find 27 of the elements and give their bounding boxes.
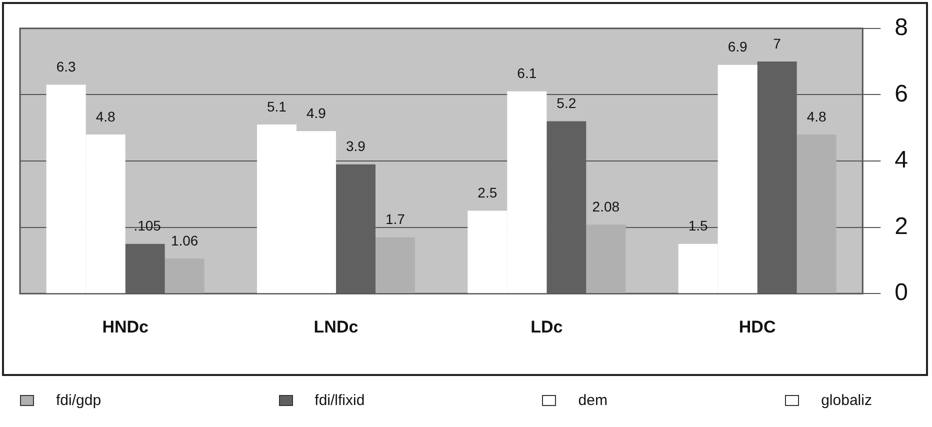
data-label: 1.7 bbox=[386, 211, 406, 228]
data-label: 2.08 bbox=[592, 198, 620, 215]
data-label: 1.06 bbox=[170, 232, 198, 248]
y-tick-label: 4 bbox=[894, 146, 908, 174]
data-label: 6.3 bbox=[56, 58, 76, 75]
x-tick-label: HNDc bbox=[102, 317, 148, 336]
legend-label: dem bbox=[578, 392, 608, 409]
data-label: 4.8 bbox=[806, 108, 827, 124]
y-tick-label: 2 bbox=[894, 212, 908, 240]
data-label: 5.2 bbox=[556, 95, 576, 112]
data-label: 4.8 bbox=[96, 108, 116, 124]
data-label: 5.1 bbox=[267, 98, 287, 114]
legend-label: globaliz bbox=[821, 392, 872, 409]
legend-label: fdi/gdp bbox=[56, 392, 102, 409]
data-label: 4.9 bbox=[306, 105, 326, 122]
y-tick-label: 8 bbox=[894, 14, 908, 42]
data-label: 3.9 bbox=[346, 138, 366, 154]
x-tick-label: LNDc bbox=[314, 317, 358, 336]
y-tick-label: 0 bbox=[894, 279, 908, 306]
data-label: 7 bbox=[773, 35, 782, 52]
x-tick-label: LDc bbox=[530, 317, 563, 336]
x-tick-label: HDC bbox=[738, 317, 776, 336]
legend-label: fdi/lfixid bbox=[314, 392, 365, 409]
data-label: 2.5 bbox=[478, 184, 498, 201]
data-label: 6.9 bbox=[728, 38, 748, 55]
y-tick-label: 6 bbox=[894, 80, 908, 108]
data-label: 6.1 bbox=[517, 65, 537, 82]
